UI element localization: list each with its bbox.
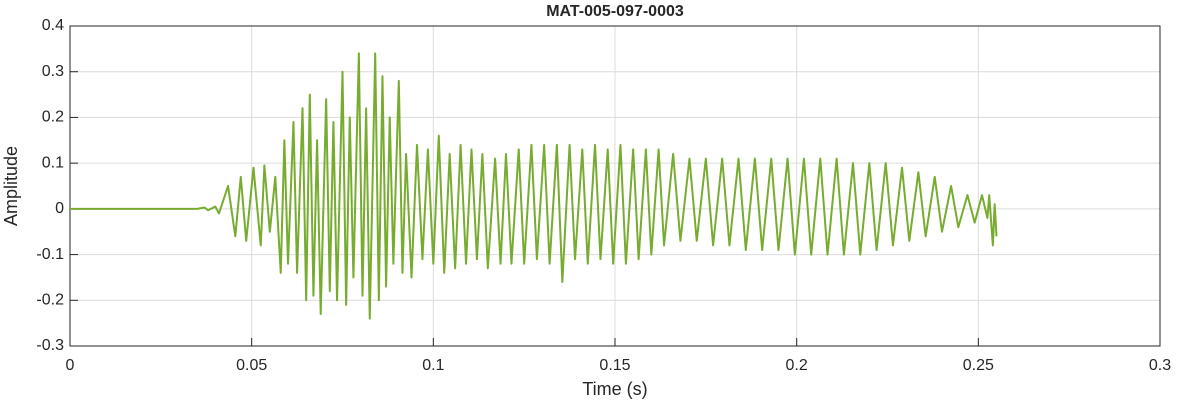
x-tick-label: 0 [66,357,75,374]
waveform-line [70,52,998,320]
x-axis-label: Time (s) [582,379,647,399]
x-tick-label: 0.15 [599,357,630,374]
y-tick-label: -0.1 [36,246,64,263]
chart-title: MAT-005-097-0003 [546,3,684,20]
x-tick-label: 0.2 [786,357,808,374]
y-tick-label: 0.2 [42,109,64,126]
y-tick-label: 0.3 [42,63,64,80]
y-tick-label: -0.2 [36,292,64,309]
x-tick-label: 0.3 [1149,357,1171,374]
y-tick-label: 0.4 [42,17,64,34]
y-axis-label: Amplitude [1,146,21,226]
y-tick-label: -0.3 [36,337,64,354]
y-tick-label: 0.1 [42,154,64,171]
axes-box [69,25,1161,347]
x-tick-label: 0.1 [422,357,444,374]
y-tick-label: 0 [55,200,64,217]
x-tick-label: 0.05 [236,357,267,374]
x-tick-label: 0.25 [963,357,994,374]
